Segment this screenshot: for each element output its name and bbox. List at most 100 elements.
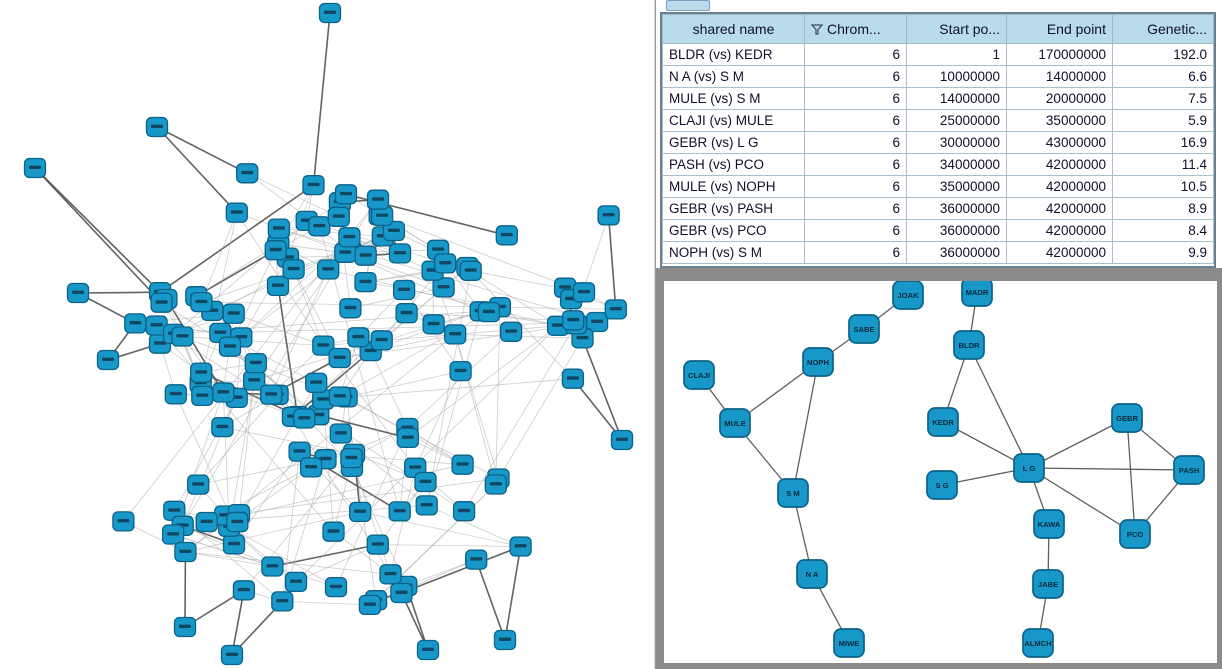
network-node[interactable] — [444, 324, 467, 345]
network-node[interactable] — [195, 511, 218, 533]
network-edge[interactable] — [401, 545, 521, 594]
network-node[interactable]: GEBR — [1111, 403, 1143, 433]
network-edge[interactable] — [240, 257, 289, 338]
network-edge[interactable] — [454, 334, 497, 485]
network-node[interactable] — [509, 536, 532, 557]
network-edge[interactable] — [454, 334, 499, 479]
network-edge[interactable] — [426, 311, 482, 506]
network-node[interactable] — [416, 639, 440, 661]
network-node[interactable] — [339, 298, 362, 319]
network-node[interactable] — [465, 549, 488, 570]
network-node[interactable] — [340, 447, 363, 469]
network-edge[interactable] — [499, 306, 616, 310]
network-node[interactable] — [396, 427, 419, 449]
network-node[interactable] — [23, 157, 47, 179]
table-row[interactable]: NOPH (vs) S M 6 36000000 42000000 9.9 — [662, 241, 1214, 264]
network-node[interactable] — [451, 454, 474, 475]
network-edge[interactable] — [278, 228, 383, 237]
network-edge[interactable] — [225, 478, 499, 516]
network-node[interactable] — [324, 576, 348, 598]
network-node[interactable] — [585, 311, 609, 333]
network-node[interactable] — [243, 370, 266, 391]
network-node[interactable] — [236, 163, 259, 184]
toolbar-tab-fragment[interactable] — [666, 0, 710, 11]
network-edge[interactable] — [414, 370, 461, 468]
network-node[interactable]: BLDR — [953, 330, 985, 360]
network-node[interactable] — [218, 336, 242, 357]
subnetwork-svg[interactable]: JOAK MADR SABE BLDR NOPH CLAJI KEDR GEBR MULE L G… — [664, 277, 1217, 663]
network-node[interactable] — [225, 202, 248, 223]
network-edge[interactable] — [175, 394, 232, 519]
network-edge[interactable] — [277, 285, 299, 417]
network-node[interactable] — [161, 524, 185, 545]
table-row[interactable]: BLDR (vs) KEDR 6 1 170000000 192.0 — [662, 43, 1214, 66]
network-node[interactable]: MADR — [961, 277, 993, 307]
network-node[interactable] — [232, 580, 256, 601]
network-edge[interactable] — [498, 338, 583, 479]
network-edge[interactable] — [607, 215, 617, 310]
network-edge[interactable] — [185, 511, 361, 553]
network-node[interactable] — [366, 189, 390, 210]
network-edge[interactable] — [365, 270, 433, 283]
table-row[interactable]: PASH (vs) PCO 6 34000000 42000000 11.4 — [662, 153, 1214, 176]
network-edge[interactable] — [360, 511, 521, 547]
column-header-2[interactable]: Start po... — [906, 14, 1007, 44]
network-edge[interactable] — [581, 338, 623, 441]
network-node[interactable] — [459, 260, 482, 281]
table-row[interactable]: MULE (vs) NOPH 6 35000000 42000000 10.5 — [662, 175, 1214, 198]
network-node[interactable]: JOAK — [892, 280, 924, 310]
network-edge[interactable] — [792, 361, 819, 494]
network-edge[interactable] — [463, 323, 577, 512]
network-node[interactable] — [260, 384, 283, 405]
network-node[interactable] — [288, 441, 311, 462]
network-edge[interactable] — [346, 378, 573, 398]
network-node[interactable] — [358, 594, 382, 616]
network-node[interactable]: N A — [796, 559, 828, 589]
network-node[interactable] — [354, 245, 377, 266]
network-node[interactable] — [191, 385, 214, 407]
network-node[interactable] — [415, 495, 438, 516]
network-edge[interactable] — [339, 334, 456, 359]
network-node[interactable] — [349, 501, 372, 523]
network-node[interactable] — [493, 629, 517, 651]
table-row[interactable]: MULE (vs) S M 6 14000000 20000000 7.5 — [662, 87, 1214, 110]
network-node[interactable] — [572, 282, 596, 303]
subnetwork-canvas[interactable]: JOAK MADR SABE BLDR NOPH CLAJI KEDR GEBR MULE L G… — [664, 277, 1217, 663]
network-edge[interactable] — [495, 307, 501, 485]
network-node[interactable] — [267, 218, 291, 239]
network-node[interactable] — [96, 349, 120, 371]
network-edge[interactable] — [156, 325, 334, 532]
network-node[interactable] — [124, 313, 147, 334]
network-node[interactable] — [312, 389, 335, 410]
network-edge[interactable] — [1126, 417, 1136, 535]
network-node[interactable] — [317, 259, 340, 280]
network-edge[interactable] — [272, 543, 378, 568]
table-row[interactable]: GEBR (vs) PCO 6 36000000 42000000 8.4 — [662, 219, 1214, 242]
network-node[interactable]: ALMCH — [1022, 628, 1054, 658]
network-edge[interactable] — [222, 392, 230, 527]
filter-icon[interactable] — [811, 24, 823, 35]
network-node[interactable] — [422, 314, 445, 335]
network-node[interactable] — [211, 416, 234, 438]
network-node[interactable] — [354, 271, 377, 293]
network-node[interactable] — [366, 534, 389, 555]
network-node[interactable] — [382, 220, 406, 242]
network-edge[interactable] — [572, 378, 623, 441]
network-node[interactable] — [604, 299, 627, 320]
column-header-0[interactable]: shared name — [662, 14, 805, 44]
network-node[interactable]: SABE — [848, 314, 880, 344]
network-edge[interactable] — [426, 270, 472, 506]
network-node[interactable]: PASH — [1173, 455, 1205, 485]
network-node[interactable] — [212, 382, 235, 403]
network-node[interactable] — [561, 368, 585, 389]
network-edge[interactable] — [407, 325, 559, 439]
network-node[interactable] — [305, 372, 328, 393]
network-edge[interactable] — [295, 544, 378, 583]
table-row[interactable]: GEBR (vs) PASH 6 36000000 42000000 8.9 — [662, 197, 1214, 220]
network-node[interactable] — [484, 474, 507, 495]
network-edge[interactable] — [353, 453, 377, 601]
network-node[interactable] — [302, 174, 325, 196]
network-node[interactable] — [293, 408, 316, 429]
network-node[interactable] — [150, 292, 173, 313]
network-node[interactable] — [334, 184, 358, 205]
